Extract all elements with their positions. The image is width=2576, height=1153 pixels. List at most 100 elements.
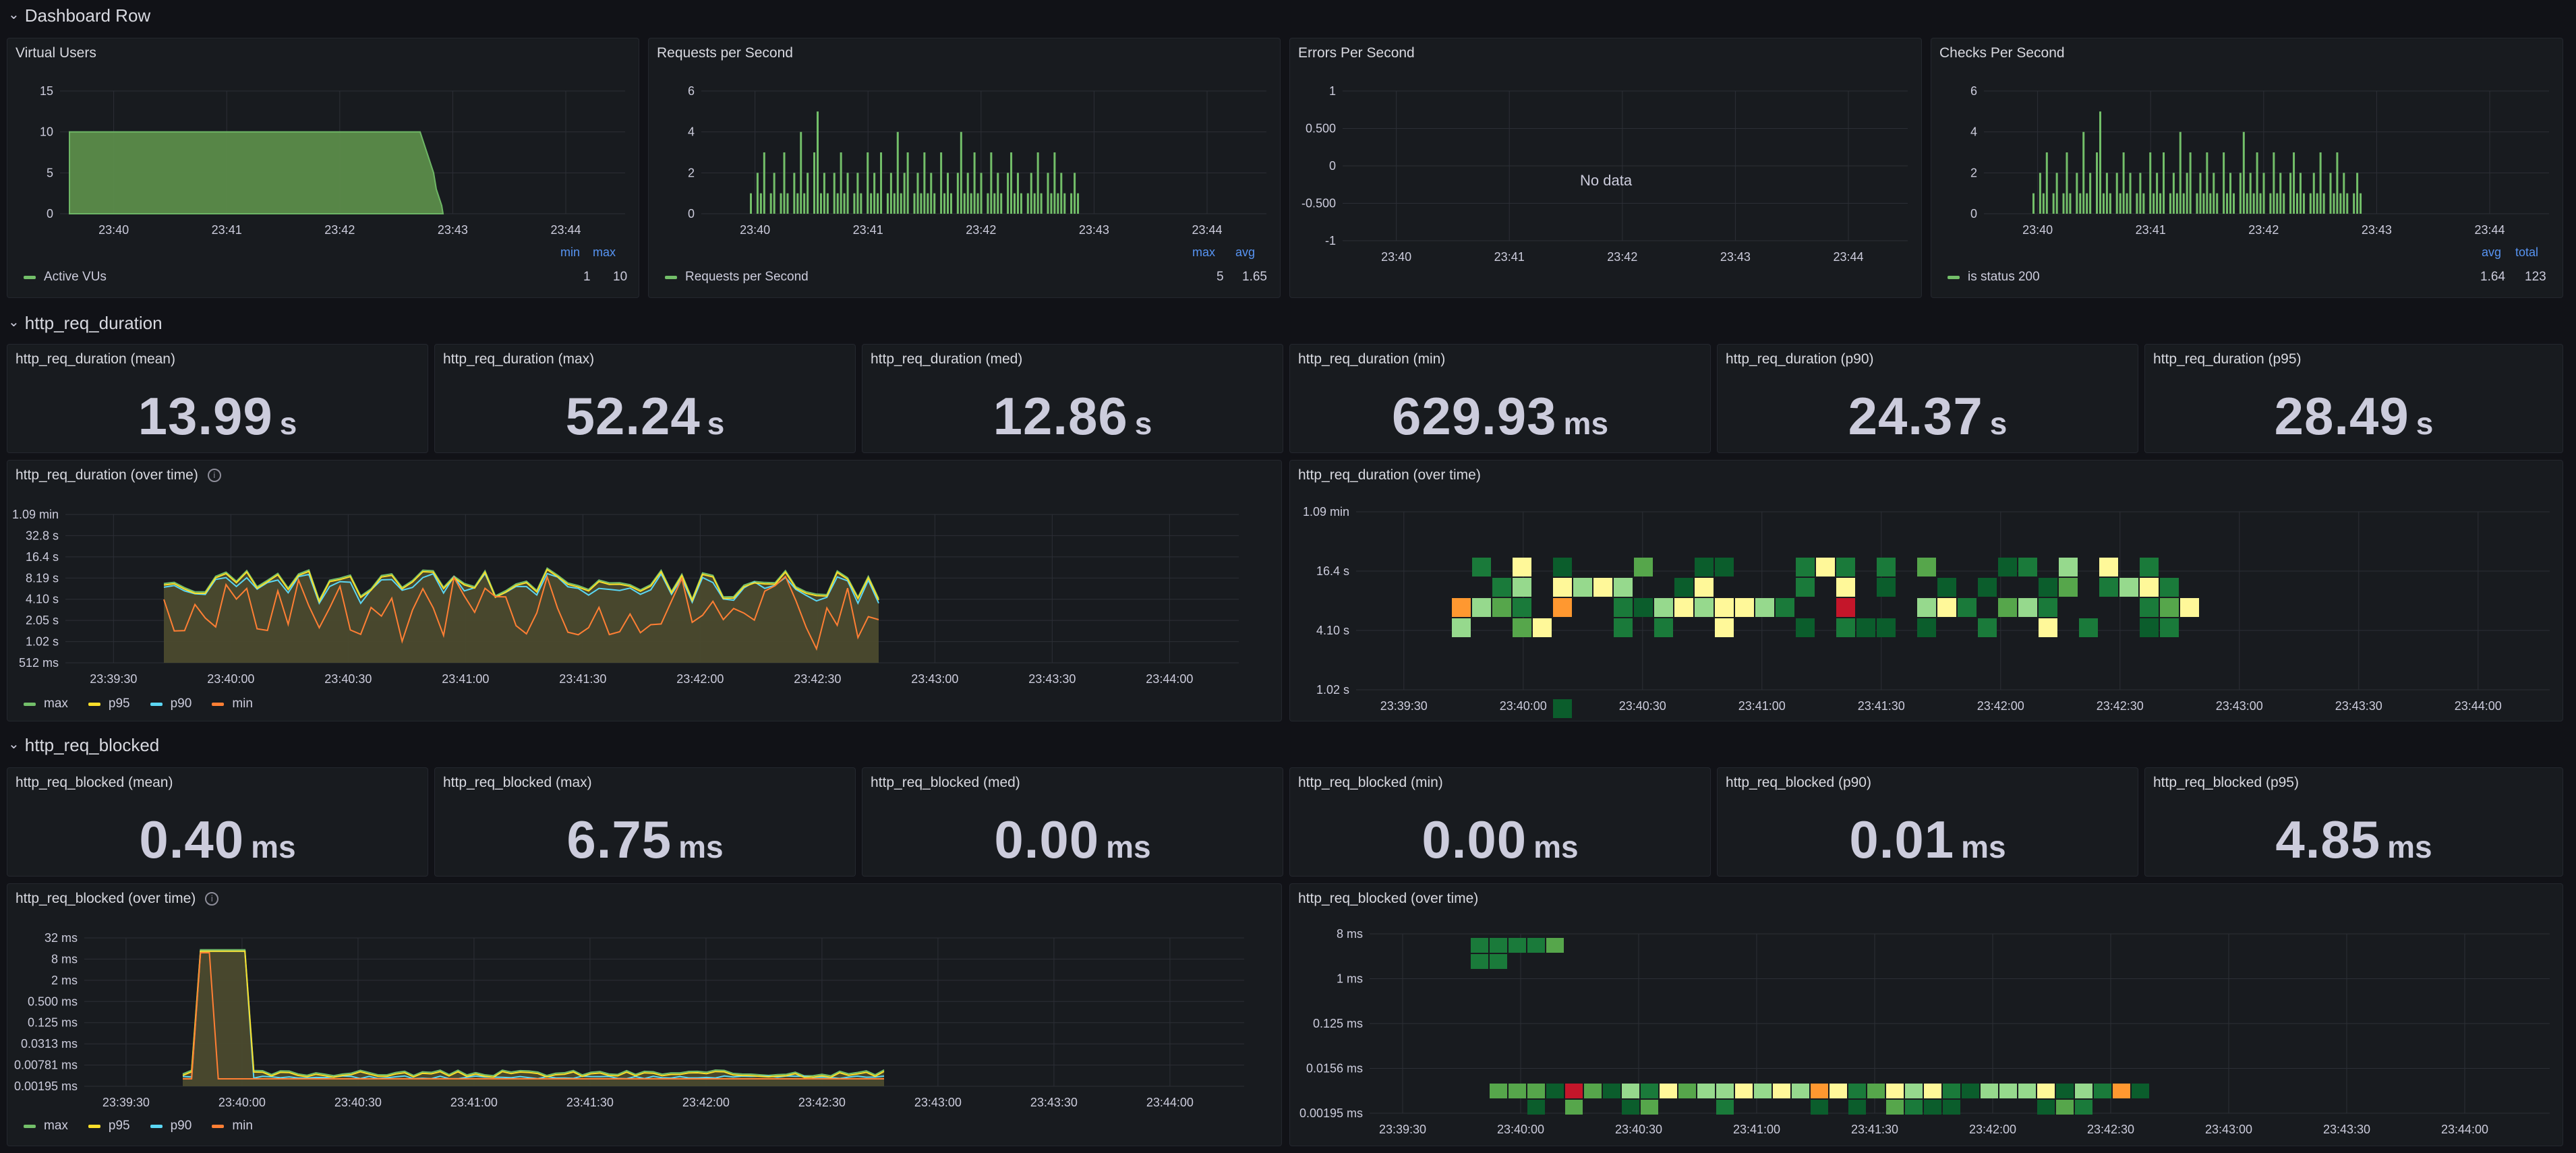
legend-avg-value: 1.65 — [1242, 270, 1267, 284]
heatmap-cell — [1660, 1084, 1677, 1098]
checks-per-second-graph: 6 4 2 0 23:40 23:41 23:42 23:43 23:44 — [1970, 84, 2549, 237]
heatmap-cell — [1937, 578, 1956, 597]
legend-item-p95[interactable]: p95 — [88, 697, 130, 711]
heatmap-cell — [1695, 598, 1714, 617]
heatmap-cell — [1513, 578, 1531, 597]
bar — [2086, 193, 2088, 214]
legend-item-active-vus[interactable]: Active VUs — [24, 270, 107, 285]
bar — [769, 193, 772, 214]
stat-blocked-mean[interactable]: http_req_blocked (mean) 0.40 ms — [7, 767, 428, 877]
legend-item-p90[interactable]: p90 — [150, 697, 192, 711]
panel-blocked-heatmap[interactable]: http_req_blocked (over time) 8 ms 1 ms 0.1… — [1289, 883, 2563, 1146]
y-tick-label: 6 — [1970, 84, 1977, 98]
bar — [870, 193, 873, 214]
legend-item-is-status-200[interactable]: is status 200 — [1948, 270, 2040, 285]
bar — [2119, 193, 2121, 214]
stat-blocked-p95[interactable]: http_req_blocked (p95) 4.85 ms — [2144, 767, 2563, 877]
legend-min-value: 1 — [583, 270, 591, 284]
row-toggle-http-req-blocked[interactable]: ⌄ http_req_blocked — [8, 730, 159, 761]
x-tick-label: 23:40 — [2022, 223, 2053, 237]
legend-calc-header-avg[interactable]: avg — [1235, 245, 1256, 259]
stat-duration-med[interactable]: http_req_duration (med) 12.86 s — [862, 344, 1283, 453]
heatmap-cell — [1509, 1084, 1526, 1098]
legend-calc-header-max[interactable]: max — [593, 245, 616, 259]
info-icon[interactable]: i — [205, 892, 219, 906]
heatmap-cell — [1735, 1084, 1753, 1098]
heatmap-cell — [1937, 598, 1956, 617]
legend-label: max — [44, 697, 68, 711]
bar — [1007, 173, 1009, 214]
panel-blocked-timeseries[interactable]: http_req_blocked (over time) i 32 ms 8 ms 2… — [7, 883, 1282, 1146]
legend-calc-header-max[interactable]: max — [1192, 245, 1216, 259]
bar — [906, 152, 909, 214]
heatmap-cell — [1886, 1084, 1904, 1098]
bar — [756, 173, 759, 214]
bar — [2232, 193, 2235, 214]
legend-item-p90[interactable]: p90 — [150, 1119, 192, 1133]
legend-item-max[interactable]: max — [24, 697, 68, 711]
legend-swatch — [212, 1124, 225, 1128]
x-tick-label: 23:44 — [1833, 250, 1863, 264]
legend: is status 200 — [1948, 270, 2040, 285]
legend-label: min — [232, 697, 253, 711]
bar — [2209, 193, 2212, 214]
legend-item-requests-per-second[interactable]: Requests per Second — [665, 270, 809, 285]
heatmap-cell — [1490, 1084, 1507, 1098]
series-area-max — [183, 949, 884, 1086]
heatmap-cell — [1654, 598, 1673, 617]
legend-item-min[interactable]: min — [212, 697, 253, 711]
legend-item-max[interactable]: max — [24, 1119, 68, 1133]
bar — [763, 152, 765, 214]
bar — [1020, 193, 1022, 214]
stat-number: 28.49 — [2274, 386, 2409, 446]
stat-blocked-med[interactable]: http_req_blocked (med) 0.00 ms — [862, 767, 1283, 877]
stat-duration-p90[interactable]: http_req_duration (p90) 24.37 s — [1717, 344, 2138, 453]
panel-duration-heatmap[interactable]: http_req_duration (over time) 1.09 min 16… — [1289, 460, 2563, 721]
bar — [807, 173, 809, 214]
y-tick-label: 0 — [47, 207, 53, 220]
stat-duration-min[interactable]: http_req_duration (min) 629.93 ms — [1289, 344, 1711, 453]
bar — [2302, 193, 2305, 214]
stat-blocked-min[interactable]: http_req_blocked (min) 0.00 ms — [1289, 767, 1711, 877]
stat-unit: s — [279, 406, 297, 441]
info-icon[interactable]: i — [207, 469, 221, 482]
bar — [1063, 193, 1066, 214]
legend-swatch — [665, 275, 677, 279]
panel-errors-per-second[interactable]: Errors Per Second 1 0.500 0 -0.500 -1 23:40 23… — [1289, 38, 1922, 298]
stat-duration-max[interactable]: http_req_duration (max) 52.24 s — [434, 344, 856, 453]
bar — [1070, 193, 1073, 214]
heatmap-cell — [1917, 558, 1936, 576]
bar — [933, 193, 936, 214]
row-toggle-dashboard[interactable]: ⌄ Dashboard Row — [8, 0, 150, 31]
y-tick-label: 1 ms — [1337, 972, 1363, 986]
bar — [2066, 152, 2068, 214]
stat-duration-mean[interactable]: http_req_duration (mean) 13.99 s — [7, 344, 428, 453]
bar — [930, 173, 933, 214]
heatmap-cell — [2094, 1084, 2111, 1098]
panel-requests-per-second[interactable]: Requests per Second 6 4 2 0 23:40 23:41 23:42 2… — [648, 38, 1281, 298]
heatmap-cell — [1716, 1100, 1734, 1115]
legend-calc-header-total[interactable]: total — [2515, 245, 2539, 259]
row-toggle-http-req-duration[interactable]: ⌄ http_req_duration — [8, 307, 163, 338]
panel-duration-timeseries[interactable]: http_req_duration (over time) i 1.09 min 3… — [7, 460, 1282, 721]
heatmap-cell — [2140, 598, 2159, 617]
bar — [2149, 152, 2152, 214]
panel-virtual-users[interactable]: Virtual Users 15 10 5 0 23:40 23:41 23:42 23:43… — [7, 38, 639, 298]
x-tick-label: 23:40:00 — [1500, 699, 1547, 713]
panel-checks-per-second[interactable]: Checks Per Second 6 4 2 0 23:40 23:41 23:42 23:… — [1931, 38, 2563, 298]
legend-item-p95[interactable]: p95 — [88, 1119, 130, 1133]
heatmap-cell — [1573, 578, 1592, 597]
bar — [896, 131, 899, 214]
x-tick-label: 23:41 — [853, 223, 883, 237]
bar — [993, 193, 996, 214]
y-tick-label: 15 — [40, 84, 53, 98]
stat-duration-p95[interactable]: http_req_duration (p95) 28.49 s — [2144, 344, 2563, 453]
heatmap-cell — [1546, 1084, 1564, 1098]
legend-calc-header-avg[interactable]: avg — [2482, 245, 2502, 259]
stat-blocked-max[interactable]: http_req_blocked (max) 6.75 ms — [434, 767, 856, 877]
legend-calc-header-min[interactable]: min — [560, 245, 581, 259]
stat-blocked-p90[interactable]: http_req_blocked (p90) 0.01 ms — [1717, 767, 2138, 877]
legend-label: p95 — [108, 697, 130, 711]
x-tick-label: 23:41 — [212, 223, 242, 237]
legend-item-min[interactable]: min — [212, 1119, 253, 1133]
